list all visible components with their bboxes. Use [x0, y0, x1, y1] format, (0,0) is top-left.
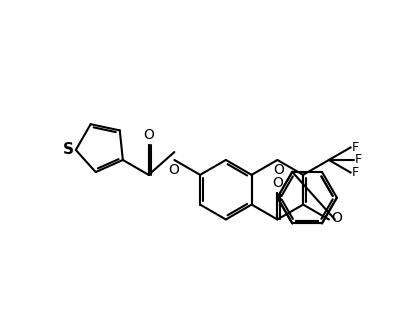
Text: F: F: [352, 141, 359, 154]
Text: F: F: [355, 154, 362, 167]
Text: F: F: [352, 166, 359, 179]
Text: O: O: [143, 128, 154, 142]
Text: O: O: [331, 211, 342, 225]
Text: O: O: [168, 163, 179, 177]
Text: S: S: [63, 143, 74, 157]
Text: O: O: [273, 163, 284, 177]
Text: O: O: [272, 176, 283, 190]
